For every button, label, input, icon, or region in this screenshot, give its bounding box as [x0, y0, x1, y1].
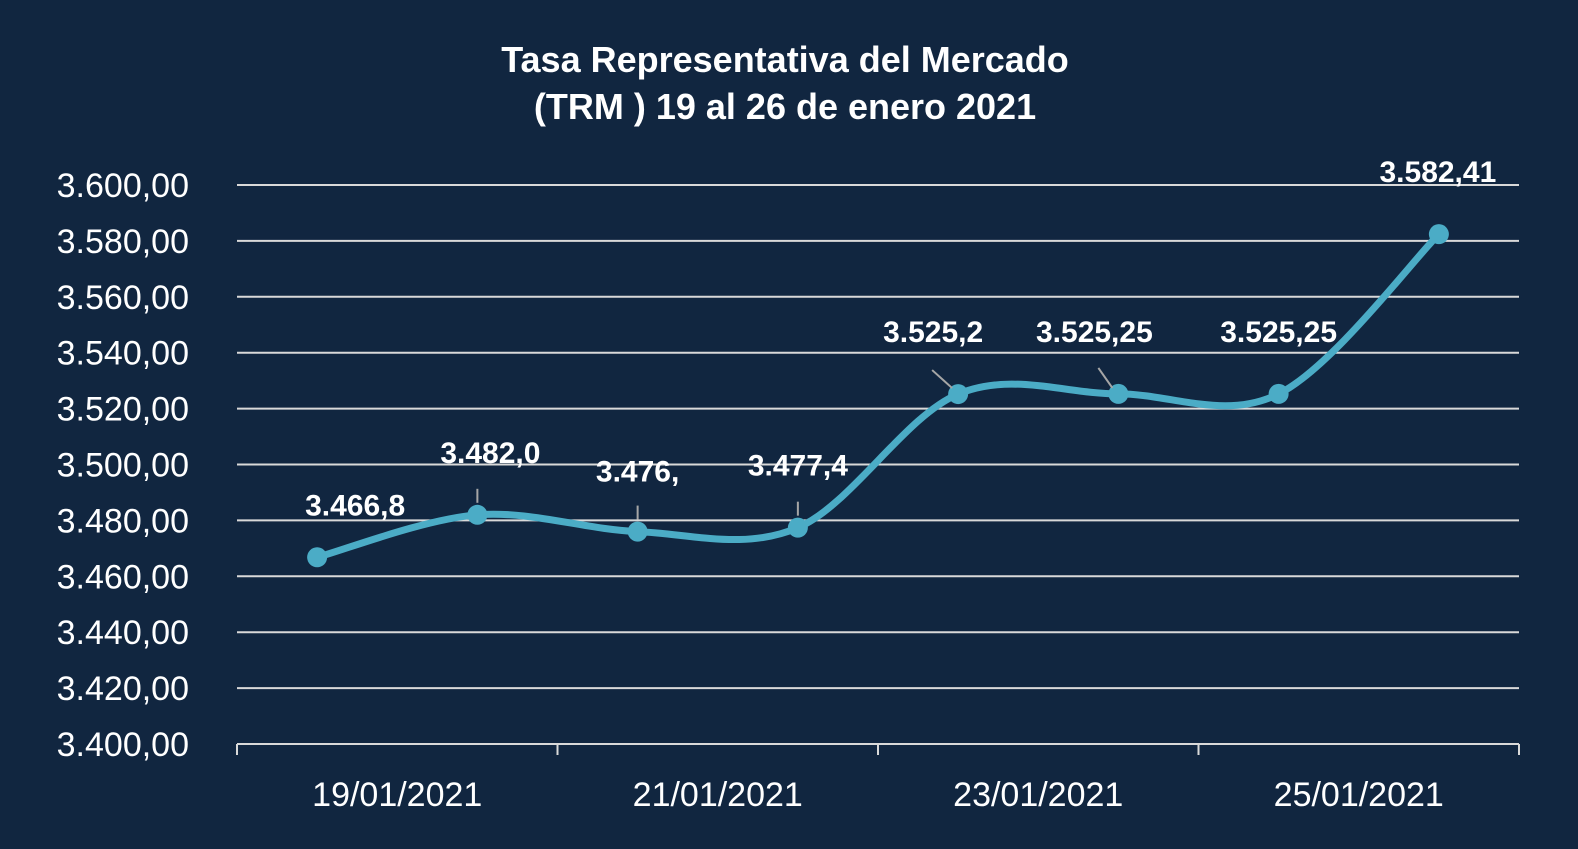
- y-tick-label: 3.460,00: [57, 558, 189, 596]
- y-tick-label: 3.560,00: [57, 279, 189, 317]
- data-point: [787, 517, 808, 538]
- x-tick-label: 25/01/2021: [1274, 776, 1444, 814]
- chart-title-line-1: Tasa Representativa del Mercado: [501, 39, 1069, 80]
- y-tick-label: 3.480,00: [57, 502, 189, 540]
- data-label-leader: [1097, 367, 1114, 389]
- data-label: 3.525,25: [1036, 316, 1153, 349]
- y-tick-label: 3.440,00: [57, 614, 189, 652]
- x-tick-label: 21/01/2021: [633, 776, 803, 814]
- data-point: [627, 521, 648, 542]
- x-axis-tick-labels: 19/01/2021 21/01/2021 23/01/2021 25/01/2021: [312, 776, 1444, 814]
- series-line-group: [307, 224, 1449, 568]
- data-point: [948, 384, 969, 405]
- data-label: 3.582,41: [1379, 156, 1496, 189]
- x-tick-label: 23/01/2021: [953, 776, 1123, 814]
- y-tick-label: 3.420,00: [57, 670, 189, 708]
- data-label: 3.482,0: [440, 437, 540, 470]
- y-tick-label: 3.400,00: [57, 726, 189, 764]
- y-tick-label: 3.580,00: [57, 223, 189, 261]
- data-point: [467, 504, 488, 525]
- data-label: 3.525,2: [883, 316, 983, 349]
- data-point: [307, 547, 328, 568]
- y-axis-tick-labels: 3.400,00 3.420,00 3.440,00 3.460,00 3.480,00…: [57, 167, 189, 764]
- data-point: [1268, 383, 1289, 404]
- data-point: [1108, 383, 1129, 404]
- data-label: 3.466,8: [305, 489, 405, 522]
- y-tick-label: 3.500,00: [57, 447, 189, 485]
- y-tick-label: 3.600,00: [57, 167, 189, 205]
- x-tick-label: 19/01/2021: [312, 776, 482, 814]
- x-axis: [236, 743, 1520, 755]
- y-tick-label: 3.540,00: [57, 335, 189, 373]
- data-label-leader: [931, 369, 953, 389]
- chart-title-line-2: (TRM ) 19 al 26 de enero 2021: [534, 86, 1036, 127]
- data-point: [1428, 224, 1449, 245]
- gridlines: [237, 184, 1519, 690]
- data-label: 3.476,: [596, 456, 679, 489]
- data-labels: 3.466,8 3.482,0 3.476, 3.477,4 3.525,2 3.525,…: [305, 156, 1496, 522]
- data-label: 3.525,25: [1220, 316, 1337, 349]
- y-tick-label: 3.520,00: [57, 391, 189, 429]
- data-label: 3.477,4: [748, 450, 848, 483]
